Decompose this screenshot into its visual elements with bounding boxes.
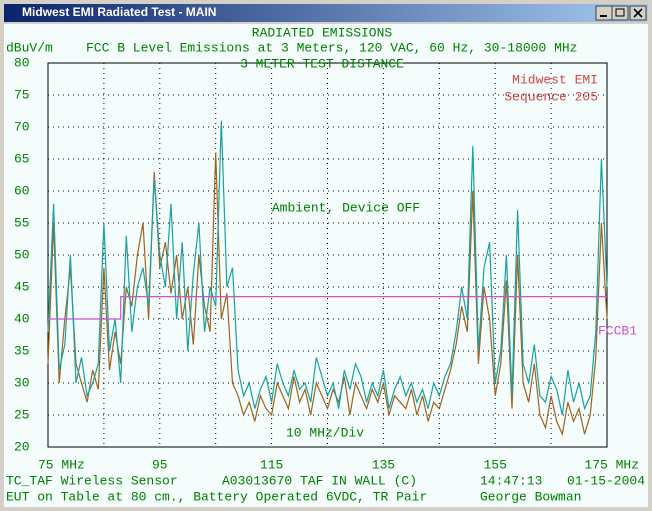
client-area — [4, 24, 648, 507]
window-title: Midwest EMI Radiated Test - MAIN — [22, 5, 216, 19]
chart-title: RADIATED EMISSIONS — [252, 25, 393, 40]
x-tick-label: 135 — [372, 457, 395, 472]
trace — [47, 120, 608, 416]
x-tick-label: 115 — [260, 457, 283, 472]
y-tick-label: 80 — [14, 55, 30, 70]
y-tick-label: 20 — [14, 439, 30, 454]
condition: Ambient, Device OFF — [272, 200, 420, 215]
limit-label: FCCB1 — [598, 323, 637, 338]
y-tick-label: 40 — [14, 311, 30, 326]
y-tick-label: 45 — [14, 279, 30, 294]
chart-subtitle: FCC B Level Emissions at 3 Meters, 120 V… — [86, 40, 577, 55]
test-distance: 3 METER TEST DISTANCE — [240, 56, 404, 71]
maximize-icon — [615, 8, 625, 17]
x-tick-label: 95 — [152, 457, 168, 472]
x-tick-label: 155 — [483, 457, 506, 472]
x-tick-label: 175 MHz — [584, 457, 639, 472]
lab-name: Midwest EMI — [512, 72, 598, 87]
close-icon — [633, 8, 643, 18]
y-tick-label: 30 — [14, 375, 30, 390]
y-tick-label: 65 — [14, 151, 30, 166]
y-axis-label: dBuV/m — [6, 40, 53, 55]
footer-time: 14:47:13 — [480, 473, 542, 488]
x-tick-label: 75 MHz — [38, 457, 85, 472]
footer-eut: TC_TAF Wireless Sensor — [6, 473, 178, 488]
scale-note: 10 MHz/Div — [286, 425, 364, 440]
y-tick-label: 35 — [14, 343, 30, 358]
maximize-button[interactable] — [611, 5, 629, 21]
minimize-button[interactable] — [595, 5, 613, 21]
footer-operator: George Bowman — [480, 489, 581, 504]
footer-setup: EUT on Table at 80 cm., Battery Operated… — [6, 489, 427, 504]
title-bar — [4, 4, 648, 22]
y-tick-label: 60 — [14, 183, 30, 198]
footer-id: A03013670 TAF IN WALL (C) — [222, 473, 417, 488]
footer-date: 01-15-2004 — [567, 473, 645, 488]
y-tick-label: 55 — [14, 215, 30, 230]
y-tick-label: 25 — [14, 407, 30, 422]
y-tick-label: 50 — [14, 247, 30, 262]
y-tick-label: 70 — [14, 119, 30, 134]
sequence: Sequence 205 — [504, 89, 598, 104]
y-tick-label: 75 — [14, 87, 30, 102]
trace — [47, 152, 608, 437]
limit-line — [48, 296, 607, 320]
